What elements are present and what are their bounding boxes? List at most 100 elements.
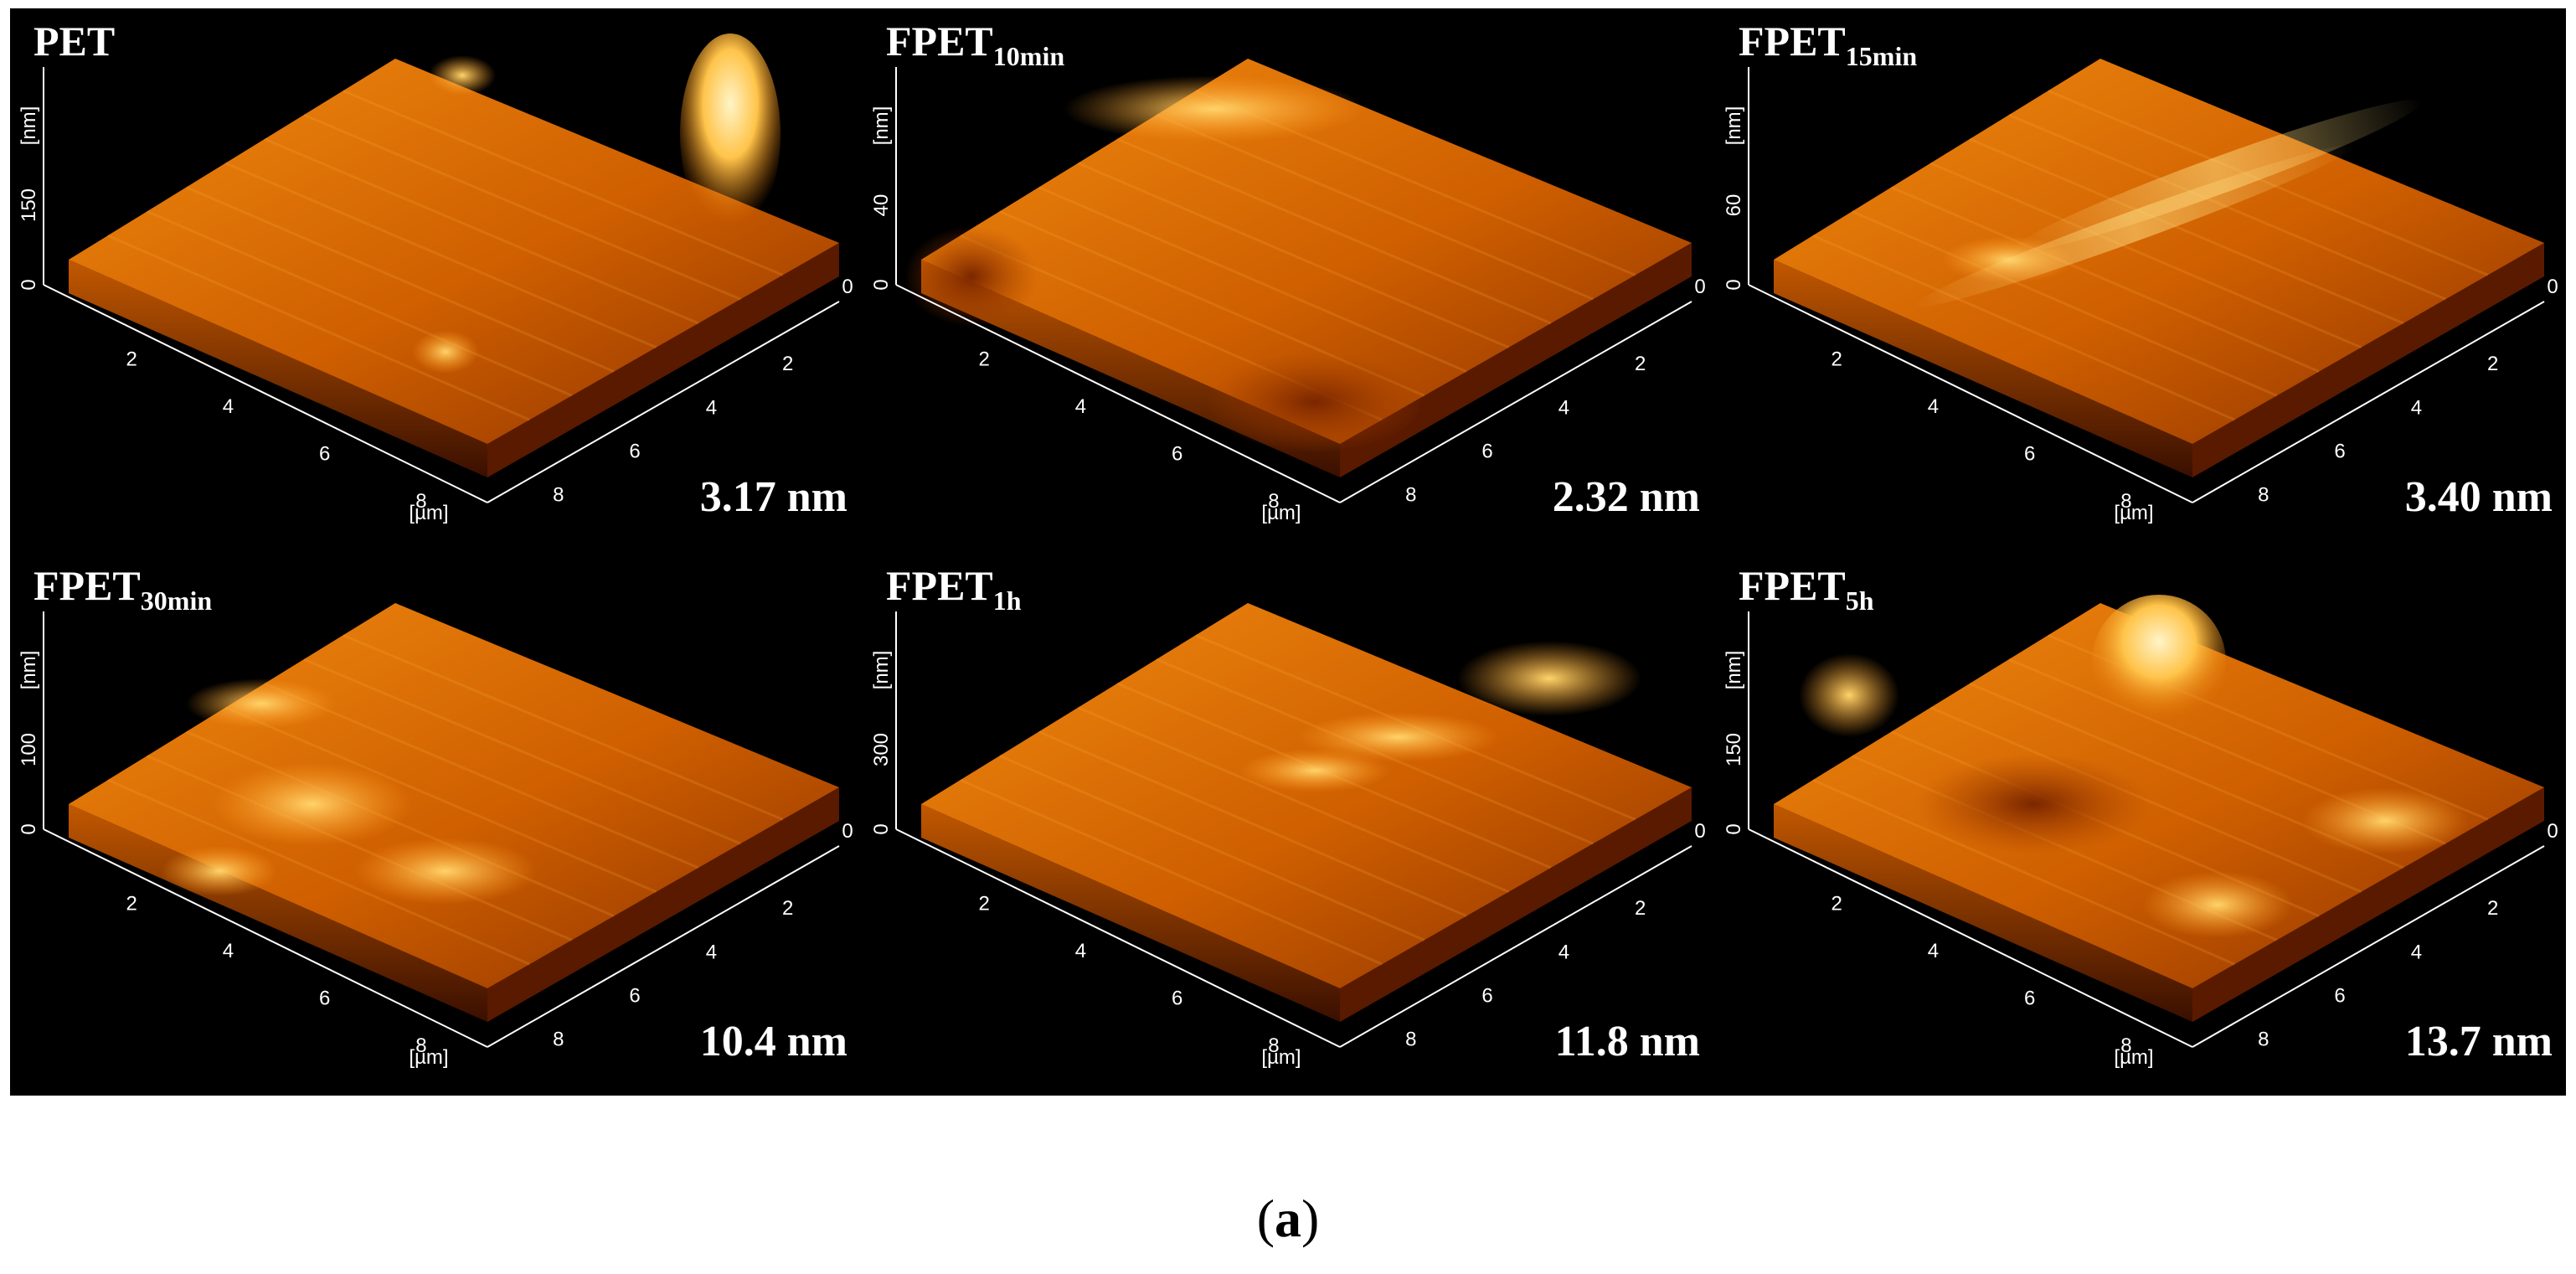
surface-streak: [999, 755, 1425, 941]
x-axis-tick: 4: [223, 940, 234, 962]
y-axis-tick: 2: [782, 897, 793, 920]
surface-streak: [1969, 137, 2404, 325]
y-axis-tick: 8: [1405, 484, 1416, 507]
surface-bump-feature: [1457, 641, 1641, 716]
surface-right-wall: [1340, 787, 1692, 1022]
afm-surface: [1774, 59, 2544, 444]
surface-streak: [224, 162, 657, 349]
afm-surface: [1774, 603, 2544, 988]
x-axis-line: [43, 828, 488, 1048]
surface-streak: [1812, 778, 2236, 966]
panel-title: FPET5h: [1739, 562, 1874, 616]
surface-streak: [107, 778, 531, 966]
x-axis-tick: 2: [126, 893, 137, 916]
panel-title-subscript: 5h: [1846, 585, 1874, 616]
afm-panel-fpet1h: [nm] 300 0 2 4 6 8 2 4 6 8 0 [µm] FPET1h 11.8 nm: [870, 562, 1706, 1069]
y-axis-tick: 4: [706, 396, 717, 419]
surface-bump-feature: [1298, 712, 1499, 762]
z-axis-zero-tick: 0: [870, 279, 893, 290]
surface-peak-feature: [2092, 595, 2226, 729]
surface-right-wall: [487, 243, 839, 477]
x-axis-line: [895, 284, 1341, 503]
surface-streak: [1077, 162, 1510, 349]
xy-axis-unit: [µm]: [1261, 1046, 1301, 1069]
y-axis-line: [1339, 301, 1692, 503]
z-axis-unit: [nm]: [18, 651, 40, 690]
roughness-value: 11.8 nm: [1555, 1018, 1700, 1065]
surface-bump-feature: [1799, 653, 1899, 737]
panel-title: PET: [33, 18, 115, 64]
surface-bump-feature: [2142, 871, 2293, 938]
surface-streak: [147, 755, 573, 941]
y-axis-tick: 6: [629, 441, 640, 463]
z-axis-unit: [nm]: [18, 106, 40, 146]
surface-dip-feature: [904, 226, 1038, 327]
afm-surface: [921, 603, 1692, 988]
y-axis-tick: 4: [2411, 396, 2422, 419]
surface-streak: [264, 682, 699, 869]
afm-panel-fpet5h: [nm] 150 0 2 4 6 8 2 4 6 8 0 [µm] FPET5h 13.7 nm: [1723, 562, 2558, 1069]
z-axis-max-tick: 100: [18, 733, 40, 766]
surface-streak: [1929, 162, 2362, 349]
roughness-value: 13.7 nm: [2405, 1018, 2553, 1065]
surface-streak: [2008, 113, 2446, 301]
surface-streak: [224, 706, 657, 894]
y-axis-zero-tick: 0: [2547, 276, 2558, 298]
surface-streak: [343, 90, 784, 276]
z-axis-zero-tick: 0: [18, 279, 40, 290]
y-axis-tick: 2: [1635, 897, 1646, 920]
surface-streak: [960, 778, 1383, 966]
x-axis-tick: 8: [1268, 490, 1279, 513]
surface-bump-feature: [161, 846, 278, 896]
surface-bump-feature: [1239, 749, 1390, 792]
xy-axis-unit: [µm]: [409, 1046, 448, 1069]
surface-stripe-feature: [2012, 99, 2423, 253]
surface-streak: [147, 210, 573, 397]
surface-peak-feature: [680, 34, 781, 235]
x-axis-tick: 2: [979, 893, 990, 916]
x-axis-line: [895, 828, 1341, 1048]
z-axis-max-tick: 150: [18, 188, 40, 222]
y-axis-tick: 2: [2487, 897, 2498, 920]
roughness-value: 2.32 nm: [1553, 473, 1700, 521]
z-axis-zero-tick: 0: [18, 823, 40, 834]
z-axis-unit: [nm]: [1723, 651, 1745, 690]
panel-title-main: FPET: [886, 562, 993, 609]
surface-streak: [185, 730, 615, 917]
x-axis-tick: 4: [1075, 940, 1086, 962]
panel-title-subscript: 15min: [1846, 41, 1918, 71]
surface-right-wall: [487, 787, 839, 1022]
xy-axis-unit: [µm]: [1261, 502, 1301, 524]
y-axis-tick: 4: [1558, 941, 1569, 963]
x-axis-tick: 6: [319, 988, 330, 1010]
surface-left-wall: [69, 260, 487, 477]
panel-title: FPET15min: [1739, 18, 1917, 71]
y-axis-zero-tick: 0: [842, 820, 853, 843]
panel-title: FPET10min: [886, 18, 1064, 71]
xy-axis-unit: [µm]: [2114, 502, 2153, 524]
surface-streak: [1038, 186, 1467, 373]
surface-streak: [303, 113, 741, 301]
surface-dip-feature: [1916, 754, 2151, 854]
z-axis-max-tick: 150: [1723, 733, 1745, 766]
x-axis-tick: 2: [1832, 348, 1842, 371]
roughness-value: 3.17 nm: [700, 473, 848, 521]
surface-left-wall: [1774, 804, 2192, 1022]
y-axis-tick: 2: [782, 353, 793, 375]
y-axis-tick: 8: [553, 484, 564, 507]
y-axis-line: [2192, 301, 2545, 503]
panel-title-subscript: 1h: [993, 585, 1022, 616]
surface-dip-feature: [1206, 352, 1424, 452]
figure-label-open: (: [1256, 1189, 1275, 1248]
y-axis-tick: 6: [629, 985, 640, 1008]
y-axis-tick: 8: [553, 1029, 564, 1051]
surface-streak: [343, 634, 784, 821]
surface-bump-feature: [429, 55, 496, 95]
surface-streak: [1116, 137, 1552, 325]
panel-title-main: FPET: [1739, 562, 1846, 609]
panel-title: FPET30min: [33, 562, 212, 616]
surface-left-wall: [1774, 260, 2192, 477]
surface-left-wall: [921, 804, 1340, 1022]
x-axis-tick: 4: [1928, 940, 1939, 962]
x-axis-tick: 6: [1172, 443, 1182, 466]
